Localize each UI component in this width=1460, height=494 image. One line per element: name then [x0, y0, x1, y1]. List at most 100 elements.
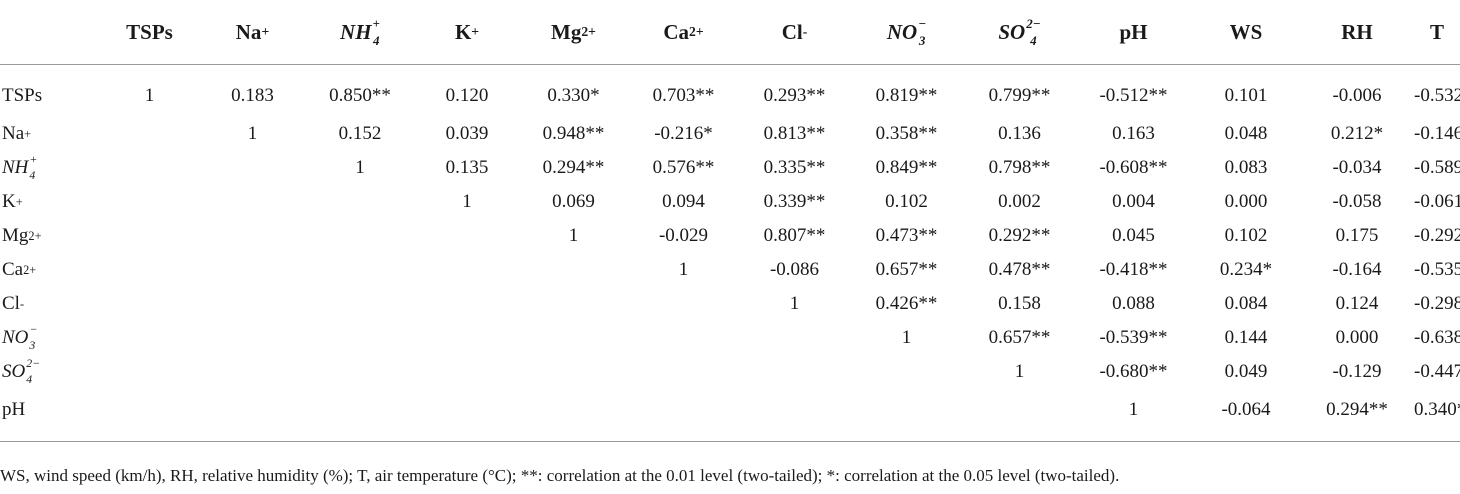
ion-label: pH [2, 399, 26, 420]
header-cell: RH [1300, 0, 1414, 65]
table-cell: 0.703** [652, 85, 715, 106]
table-cell [740, 355, 849, 389]
table-cell: 0.292** [988, 225, 1051, 246]
table-cell: 1 [1014, 361, 1025, 382]
table-cell: -0.638** [1414, 327, 1460, 348]
table-cell: 0.358** [875, 123, 938, 144]
table-cell [306, 185, 414, 219]
table-row: NH +4 1 0.135 0.294** 0.576** 0.335** 0.849** 0.… [0, 151, 1460, 185]
table-cell [199, 355, 306, 389]
ion-label: Cl - [2, 293, 25, 314]
table-cell: 0.478** [988, 259, 1051, 280]
header-cell: NH +4 [306, 0, 414, 65]
table-cell [627, 355, 740, 389]
table-cell: 0.124 [1335, 293, 1379, 314]
table-cell [199, 151, 306, 185]
table-row: TSPs 1 0.183 0.850** 0.120 0.330* 0.703** 0.293… [0, 65, 1460, 118]
table-cell: -0.164 [1332, 259, 1382, 280]
header-cell: K + [414, 0, 520, 65]
table-cell [306, 253, 414, 287]
table-cell [100, 321, 199, 355]
table-header: TSPs Na + NH +4 K + Mg 2+ Ca 2+ Cl - NO −3 SO 2−… [0, 0, 1460, 65]
table-cell [964, 389, 1075, 442]
table-cell: -0.539** [1099, 327, 1168, 348]
table-cell [520, 355, 627, 389]
row-label: TSPs [0, 65, 100, 118]
table-cell [100, 151, 199, 185]
ion-label: pH [1119, 19, 1148, 44]
table-cell: -0.447** [1414, 361, 1460, 382]
table-cell: 0.473** [875, 225, 938, 246]
table-cell: -0.146 [1414, 123, 1460, 144]
table-cell: 0.101 [1224, 85, 1268, 106]
correlation-table: TSPs Na + NH +4 K + Mg 2+ Ca 2+ Cl - NO −3 SO 2−… [0, 0, 1460, 442]
header-cell: NO −3 [849, 0, 964, 65]
table-cell: 0.048 [1224, 123, 1268, 144]
table-cell [414, 287, 520, 321]
table-cell: 0.294** [1300, 389, 1414, 442]
ion-label: NH +4 [340, 15, 380, 48]
table-cell [199, 185, 306, 219]
table-cell: -0.535** [1414, 259, 1460, 280]
table-cell: 0.330* [547, 85, 600, 106]
header-cell: Cl - [740, 0, 849, 65]
table-cell: 0.102 [1224, 225, 1268, 246]
table-body: TSPs 1 0.183 0.850** 0.120 0.330* 0.703** 0.293… [0, 65, 1460, 442]
table-cell: 0.000 [1224, 191, 1268, 212]
table-cell: 1 [1075, 389, 1192, 442]
table-cell: -0.298** [1414, 293, 1460, 314]
table-cell: 0.807** [763, 225, 826, 246]
table-cell: 0.102 [885, 191, 928, 212]
table-cell: 0.135 [445, 157, 489, 178]
table-row: Ca 2+ 1 -0.086 0.657** 0.478** -0.418** 0.234* -… [0, 253, 1460, 287]
table-row: NO−3 1 0.657** -0.539** 0.144 0.000 -0.638** [0, 321, 1460, 355]
header-cell: T [1414, 0, 1460, 65]
table-cell: 1 [462, 191, 472, 212]
table-cell [100, 185, 199, 219]
table-cell [849, 389, 964, 442]
table-row: Cl- 1 0.426** 0.158 0.088 0.084 0.124 -0.298** [0, 287, 1460, 321]
table-cell: 0.083 [1224, 157, 1268, 178]
ion-label: Cl - [781, 19, 808, 44]
table-cell: 0.000 [1335, 327, 1379, 348]
header-cell: SO 2− 4 [964, 0, 1075, 65]
table-cell [199, 287, 306, 321]
table-cell: 0.799** [988, 85, 1051, 106]
table-cell: 0.088 [1112, 293, 1155, 314]
table-cell [520, 253, 627, 287]
header-cell: pH [1075, 0, 1192, 65]
table-cell [849, 355, 964, 389]
table-cell: 0.004 [1112, 191, 1155, 212]
ion-label: RH [1341, 19, 1373, 44]
row-label: SO 2− 4 [0, 355, 100, 389]
table-cell: -0.680** [1099, 361, 1168, 382]
table-cell: 0.049 [1224, 361, 1268, 382]
table-cell: -0.064 [1192, 389, 1300, 442]
table-cell: 0.094 [662, 191, 705, 212]
ion-label: K + [2, 191, 23, 212]
table-cell: 0.335** [763, 157, 826, 178]
table-cell [520, 287, 627, 321]
table-row: Mg 2+ 1 -0.029 0.807** 0.473** 0.292** 0.045 0.1… [0, 219, 1460, 253]
table-cell: 0.294** [542, 157, 605, 178]
header-cell: WS [1192, 0, 1300, 65]
ion-label: Ca 2+ [2, 259, 37, 280]
table-cell: 0.045 [1112, 225, 1155, 246]
table-cell [414, 389, 520, 442]
table-cell: 0.212* [1330, 123, 1384, 144]
table-cell: -0.608** [1099, 157, 1168, 178]
table-cell: 0.657** [988, 327, 1051, 348]
table-cell: 0.948** [542, 123, 605, 144]
table-cell: -0.129 [1332, 361, 1382, 382]
table-cell [100, 253, 199, 287]
table-cell: 0.813** [763, 123, 826, 144]
ion-label: TSPs [126, 19, 173, 44]
table-cell: 0.163 [1112, 123, 1155, 144]
table-cell: 0.136 [998, 123, 1041, 144]
table-cell: 1 [901, 327, 912, 348]
table-cell: 0.120 [445, 85, 489, 106]
ion-label: NO −3 [2, 323, 38, 352]
header-cell: Ca 2+ [627, 0, 740, 65]
table-cell: 0.426** [875, 293, 938, 314]
